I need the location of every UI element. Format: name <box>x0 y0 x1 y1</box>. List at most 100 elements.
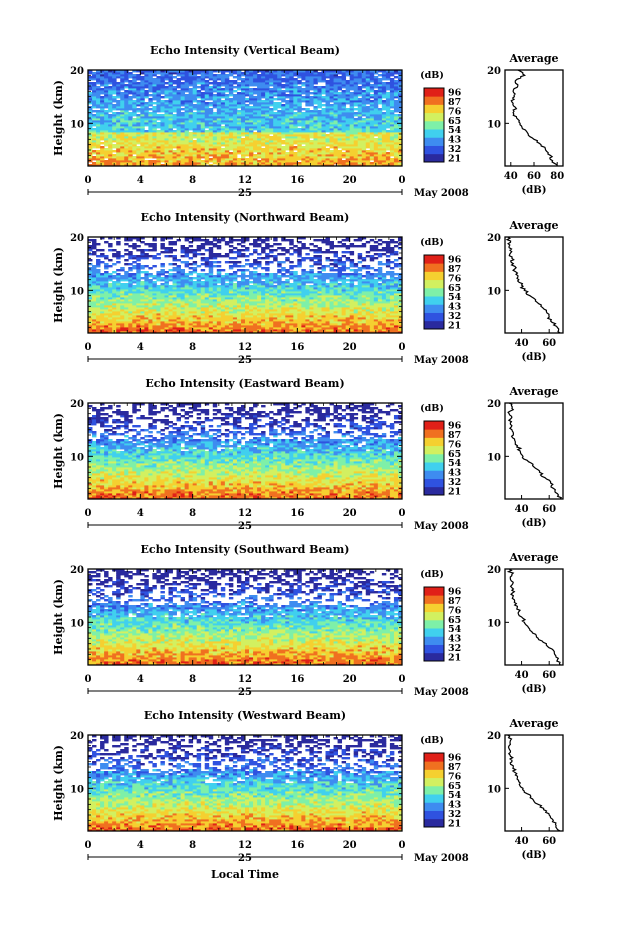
heatmap-cell <box>92 72 97 75</box>
heatmap-cell <box>216 128 222 131</box>
heatmap-cell <box>236 132 242 135</box>
heatmap-cell <box>120 102 125 105</box>
heatmap-cell <box>240 126 246 129</box>
heatmap-cell <box>184 88 190 91</box>
heatmap-cell <box>216 156 222 159</box>
heatmap-cell <box>309 74 314 77</box>
heatmap-cell <box>397 80 403 83</box>
heatmap-cell <box>176 134 181 137</box>
heatmap-cell <box>224 148 230 151</box>
heatmap-cell <box>156 142 161 145</box>
heatmap-cell <box>192 92 198 95</box>
heatmap-cell <box>216 130 222 133</box>
heatmap-cell <box>160 108 165 111</box>
heatmap-cell <box>273 158 278 161</box>
heatmap-cell <box>168 150 173 153</box>
heatmap-cell <box>120 114 125 117</box>
heatmap-cell <box>100 122 105 125</box>
heatmap-cell <box>196 106 202 109</box>
heatmap-cell <box>220 88 226 91</box>
heatmap-cell <box>232 138 238 141</box>
heatmap-cell <box>369 162 375 165</box>
heatmap-cell <box>309 122 314 125</box>
heatmap-cell <box>100 116 105 119</box>
heatmap-cell <box>309 100 314 103</box>
heatmap-cell <box>281 104 286 107</box>
heatmap-cell <box>385 86 391 89</box>
heatmap-cell <box>108 126 113 129</box>
heatmap-cell <box>128 152 133 155</box>
heatmap-cell <box>188 82 194 85</box>
heatmap-cell <box>313 106 318 109</box>
heatmap-cell <box>96 96 101 99</box>
heatmap-cell <box>309 92 314 95</box>
heatmap-cell <box>212 158 218 161</box>
heatmap-cell <box>305 80 310 83</box>
heatmap-cell <box>152 144 157 147</box>
heatmap-cell <box>273 138 278 141</box>
heatmap-cell <box>265 120 270 123</box>
heatmap-cell <box>249 78 254 81</box>
heatmap-cell <box>305 116 310 119</box>
heatmap-cell <box>313 116 318 119</box>
heatmap-cell <box>104 162 109 165</box>
heatmap-cell <box>249 138 254 141</box>
x-tick-label: 0 <box>399 175 406 186</box>
heatmap-cell <box>144 110 149 113</box>
heatmap-cell <box>236 102 242 105</box>
heatmap-cell <box>373 82 379 85</box>
heatmap-cell <box>200 82 206 85</box>
heatmap-cell <box>261 124 266 127</box>
heatmap-cell <box>285 146 290 149</box>
heatmap-cell <box>128 150 133 153</box>
heatmap-cell <box>305 136 310 139</box>
heatmap-cell <box>261 120 266 123</box>
heatmap-cell <box>269 102 274 105</box>
heatmap-cell <box>377 164 383 167</box>
heatmap-cell <box>253 92 258 95</box>
heatmap-cell <box>188 132 194 135</box>
heatmap-cell <box>232 104 238 107</box>
heatmap-cell <box>317 124 322 127</box>
heatmap-cell <box>297 144 302 147</box>
heatmap-cell <box>373 76 379 79</box>
heatmap-cell <box>172 80 177 83</box>
heatmap-cell <box>261 102 266 105</box>
heatmap-cell <box>313 126 318 129</box>
heatmap-cell <box>156 84 161 87</box>
heatmap-cell <box>100 154 105 157</box>
heatmap-cell <box>188 108 194 111</box>
heatmap-cell <box>180 134 186 137</box>
heatmap-cell <box>265 94 270 97</box>
heatmap-cell <box>108 154 113 157</box>
heatmap-cell <box>164 132 169 135</box>
heatmap-cell <box>240 74 246 77</box>
heatmap-cell <box>96 146 101 149</box>
heatmap-cell <box>249 128 254 131</box>
heatmap-cell <box>188 90 194 93</box>
heatmap-cell <box>253 74 258 77</box>
heatmap-cell <box>176 126 181 129</box>
heatmap-cell <box>120 92 125 95</box>
heatmap-cell <box>188 136 194 139</box>
heatmap-cell <box>325 96 330 99</box>
heatmap-cell <box>269 90 274 93</box>
heatmap-cell <box>96 126 101 129</box>
heatmap-cell <box>196 140 202 143</box>
heatmap-cell <box>265 164 270 167</box>
heatmap-cell <box>337 106 343 109</box>
heatmap-cell <box>152 74 157 77</box>
heatmap-cell <box>224 126 230 129</box>
heatmap-cell <box>140 140 145 143</box>
heatmap-cell <box>277 138 282 141</box>
heatmap-cell <box>228 98 234 101</box>
heatmap-cell <box>144 90 149 93</box>
heatmap-cell <box>240 164 246 167</box>
heatmap-cell <box>353 156 359 159</box>
heatmap-cell <box>120 74 125 77</box>
heatmap-cell <box>269 120 274 123</box>
heatmap-cell <box>208 124 214 127</box>
heatmap-cell <box>204 94 210 97</box>
heatmap-cell <box>269 152 274 155</box>
heatmap-cell <box>156 126 161 129</box>
